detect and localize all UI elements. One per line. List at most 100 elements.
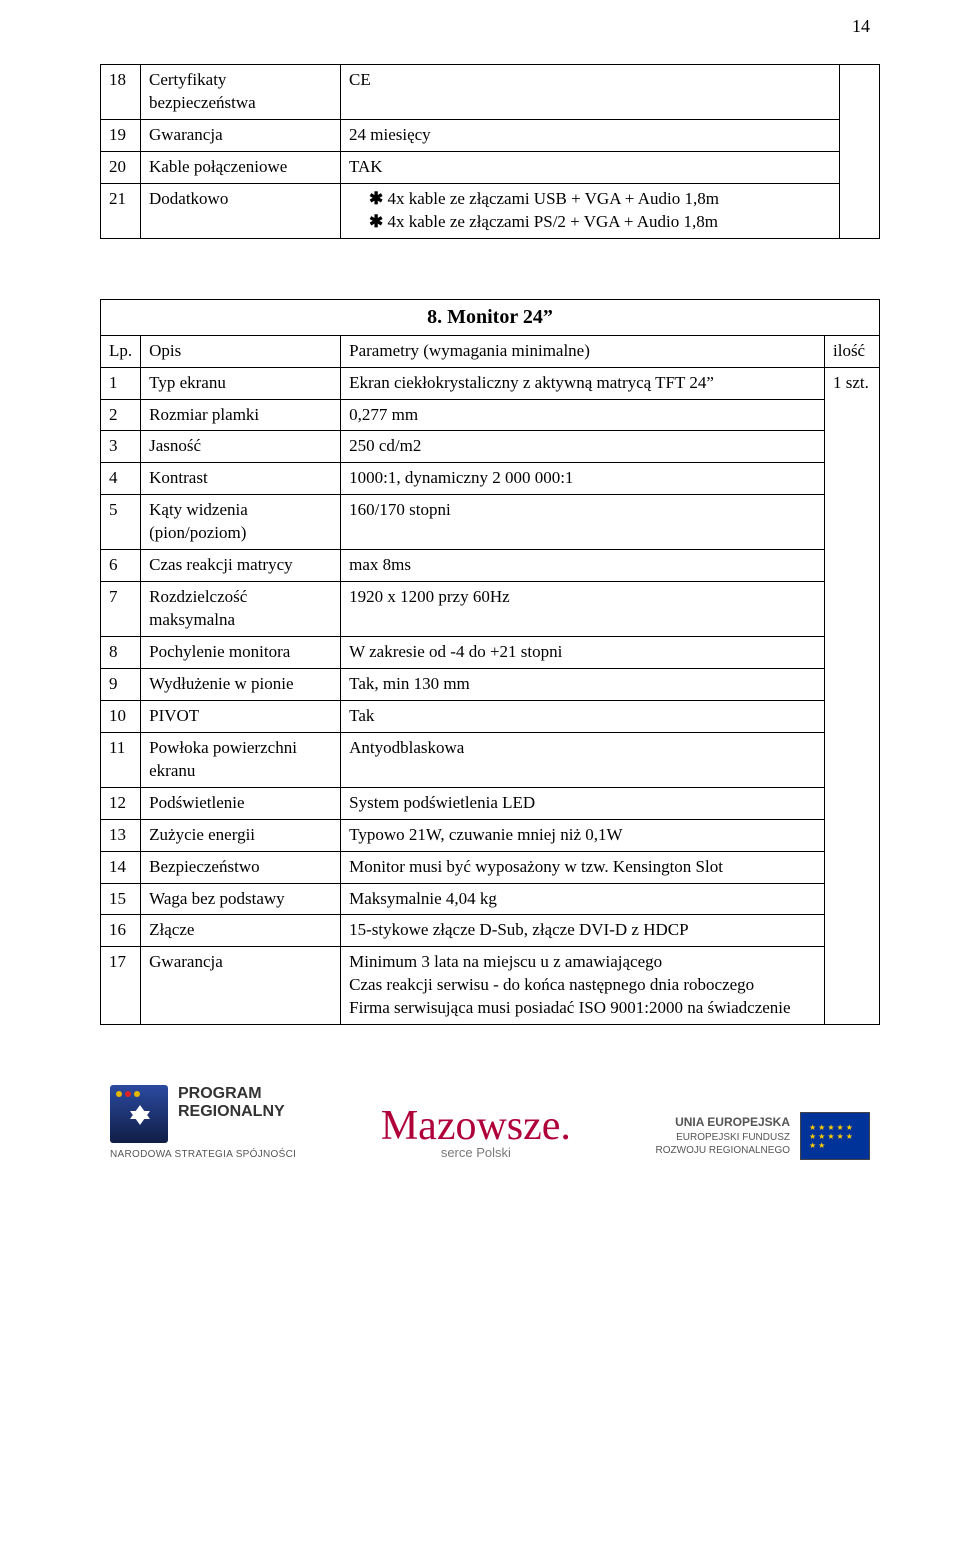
table-row: 2 Rozmiar plamki 0,277 mm [101,399,880,431]
cell-val: 1000:1, dynamiczny 2 000 000:1 [341,463,825,495]
cell-name: Rozmiar plamki [141,399,341,431]
mazowsze-script: Mazowsze. [381,1105,571,1147]
cell-name: Bezpieczeństwo [141,851,341,883]
header-cell: Opis [141,335,341,367]
table-row: 20 Kable połączeniowe TAK [101,151,880,183]
eu-line1: UNIA EUROPEJSKA [656,1115,790,1131]
table-row: 8 Pochylenie monitora W zakresie od -4 d… [101,637,880,669]
cell-val: Ekran ciekłokrystaliczny z aktywną matry… [341,367,825,399]
eu-line3: ROZWOJU REGIONALNEGO [656,1144,790,1157]
table-row: 12 Podświetlenie System podświetlenia LE… [101,787,880,819]
cell-val: Minimum 3 lata na miejscu u z amawiające… [341,947,825,1025]
table-row: 13 Zużycie energii Typowo 21W, czuwanie … [101,819,880,851]
cell-num: 12 [101,787,141,819]
table-row: 18 Certyfikaty bezpieczeństwa CE [101,65,880,120]
cell-num: 20 [101,151,141,183]
program-regionalny-logo: PROGRAM REGIONALNY NARODOWA STRATEGIA SP… [110,1085,296,1160]
cell-num: 4 [101,463,141,495]
cell-val: Antyodblaskowa [341,732,825,787]
cell-val: 0,277 mm [341,399,825,431]
cell-val: Tak, min 130 mm [341,668,825,700]
cell-val: Maksymalnie 4,04 kg [341,883,825,915]
cell-val: 1920 x 1200 przy 60Hz [341,582,825,637]
header-cell: Parametry (wymagania minimalne) [341,335,825,367]
cell-val: Typowo 21W, czuwanie mniej niż 0,1W [341,819,825,851]
cell-val: 4x kable ze złączami USB + VGA + Audio 1… [341,183,840,238]
table-row: 3 Jasność 250 cd/m2 [101,431,880,463]
cell-name: Gwarancja [141,947,341,1025]
mazowsze-logo: Mazowsze. serce Polski [381,1105,571,1160]
monitor-table: 8. Monitor 24” Lp. Opis Parametry (wymag… [100,299,880,1026]
cell-name: Kąty widzenia (pion/poziom) [141,495,341,550]
cell-num: 15 [101,883,141,915]
cell-num: 19 [101,119,141,151]
cell-val: max 8ms [341,550,825,582]
cell-val: CE [341,65,840,120]
table-row: 1 Typ ekranu Ekran ciekłokrystaliczny z … [101,367,880,399]
header-cell: ilość [825,335,880,367]
cell-num: 7 [101,582,141,637]
cell-name: Kable połączeniowe [141,151,341,183]
list-item: 4x kable ze złączami PS/2 + VGA + Audio … [369,211,831,234]
cell-num: 10 [101,700,141,732]
bullet-list: 4x kable ze złączami USB + VGA + Audio 1… [349,188,831,234]
cell-num: 3 [101,431,141,463]
cell-name: Certyfikaty bezpieczeństwa [141,65,341,120]
page-number: 14 [852,16,870,37]
eu-flag-icon [800,1112,870,1160]
cell-val: 160/170 stopni [341,495,825,550]
cell-num: 14 [101,851,141,883]
cell-val: Tak [341,700,825,732]
program-square-icon [110,1085,168,1143]
table-row: 7 Rozdzielczość maksymalna 1920 x 1200 p… [101,582,880,637]
cell-name: Powłoka powierzchni ekranu [141,732,341,787]
cell-name: PIVOT [141,700,341,732]
program-line3: NARODOWA STRATEGIA SPÓJNOŚCI [110,1149,296,1160]
cell-name: Złącze [141,915,341,947]
table-row: 11 Powłoka powierzchni ekranu Antyodblas… [101,732,880,787]
program-line2: REGIONALNY [178,1103,285,1121]
cell-val: System podświetlenia LED [341,787,825,819]
table-title-row: 8. Monitor 24” [101,299,880,335]
table-row: 14 Bezpieczeństwo Monitor musi być wypos… [101,851,880,883]
cell-num: 6 [101,550,141,582]
cell-num: 16 [101,915,141,947]
eu-line2: EUROPEJSKI FUNDUSZ [656,1131,790,1144]
cell-name: Czas reakcji matrycy [141,550,341,582]
cell-val: W zakresie od -4 do +21 stopni [341,637,825,669]
cell-num: 13 [101,819,141,851]
cell-name: Dodatkowo [141,183,341,238]
cell-name: Typ ekranu [141,367,341,399]
cell-name: Pochylenie monitora [141,637,341,669]
program-line1: PROGRAM [178,1085,285,1103]
page: 14 18 Certyfikaty bezpieczeństwa CE 19 G… [0,0,960,1544]
cell-name: Podświetlenie [141,787,341,819]
cell-num: 1 [101,367,141,399]
header-cell: Lp. [101,335,141,367]
table-row: 6 Czas reakcji matrycy max 8ms [101,550,880,582]
cell-val: TAK [341,151,840,183]
cell-num: 2 [101,399,141,431]
table-row: 19 Gwarancja 24 miesięcy [101,119,880,151]
cell-num: 21 [101,183,141,238]
cell-num: 11 [101,732,141,787]
cell-name: Kontrast [141,463,341,495]
eu-logo: UNIA EUROPEJSKA EUROPEJSKI FUNDUSZ ROZWO… [656,1112,870,1160]
cell-name: Gwarancja [141,119,341,151]
cell-empty [840,65,880,239]
table-row: 5 Kąty widzenia (pion/poziom) 160/170 st… [101,495,880,550]
list-item: 4x kable ze złączami USB + VGA + Audio 1… [369,188,831,211]
table-row: 16 Złącze 15-stykowe złącze D-Sub, złącz… [101,915,880,947]
cell-num: 18 [101,65,141,120]
cell-val: 24 miesięcy [341,119,840,151]
table-row: 9 Wydłużenie w pionie Tak, min 130 mm [101,668,880,700]
cell-val: Monitor musi być wyposażony w tzw. Kensi… [341,851,825,883]
cell-name: Rozdzielczość maksymalna [141,582,341,637]
cell-num: 9 [101,668,141,700]
table-header-row: Lp. Opis Parametry (wymagania minimalne)… [101,335,880,367]
cell-num: 17 [101,947,141,1025]
cell-num: 8 [101,637,141,669]
table-row: 21 Dodatkowo 4x kable ze złączami USB + … [101,183,880,238]
cell-name: Zużycie energii [141,819,341,851]
cell-name: Waga bez podstawy [141,883,341,915]
